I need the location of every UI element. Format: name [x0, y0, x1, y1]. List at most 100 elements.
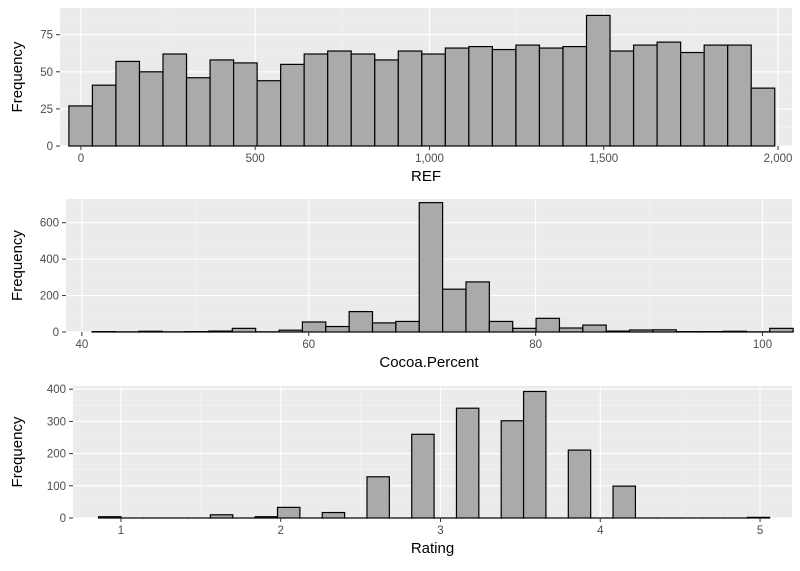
y-tick-label: 200: [40, 291, 59, 303]
histogram-bar: [680, 51, 705, 147]
y-axis-title: Frequency: [9, 41, 26, 112]
histogram-bar: [325, 325, 350, 333]
histogram-bar: [488, 320, 514, 333]
histogram-bar: [722, 330, 747, 333]
y-tick-label: 50: [40, 67, 53, 79]
histogram-bar: [301, 321, 327, 333]
y-tick-label: 200: [47, 449, 66, 461]
x-tick-label: 2: [278, 525, 284, 537]
x-tick-label: 80: [529, 339, 542, 351]
histogram-bar: [209, 59, 235, 147]
chart-panel-1: 0 500 1,000 1,500 2,000 0 25 50 75 REF Frequency: [9, 8, 792, 185]
histogram-bar: [612, 485, 637, 519]
x-axis-title: Cocoa.Percent: [379, 354, 479, 371]
histogram-bar: [327, 50, 352, 147]
histogram-bar: [278, 329, 304, 333]
histogram-bar: [371, 322, 397, 333]
y-tick-label: 400: [40, 254, 59, 266]
histogram-bar: [232, 62, 258, 147]
histogram-bar: [567, 449, 592, 519]
histogram-bar: [256, 80, 282, 147]
histogram-bar: [609, 50, 635, 147]
histogram-bar: [515, 44, 541, 147]
x-tick-label: 60: [302, 339, 315, 351]
histogram-bar: [91, 84, 117, 147]
histogram-bar: [115, 60, 141, 147]
histogram-bar: [209, 514, 234, 519]
histogram-bar: [162, 53, 188, 147]
x-tick-label: 1: [118, 525, 124, 537]
histogram-bar: [97, 516, 122, 519]
y-tick-label: 600: [40, 218, 59, 230]
histogram-bar: [500, 420, 525, 519]
histogram-bar: [348, 310, 374, 333]
histogram-bar: [522, 390, 547, 519]
histogram-bar: [703, 44, 729, 147]
histogram-bar: [276, 506, 301, 519]
histogram-bar: [632, 44, 658, 147]
histogram-bar: [605, 330, 631, 333]
histogram-bar: [303, 53, 329, 147]
histogram-bar: [395, 320, 420, 333]
histogram-bar: [455, 407, 480, 519]
x-tick-label: 100: [753, 339, 772, 351]
y-tick-label: 0: [53, 327, 59, 339]
x-tick-label: 1,500: [589, 153, 618, 165]
y-tick-label: 400: [47, 384, 66, 396]
histogram-bar: [68, 105, 94, 147]
histogram-bar: [374, 59, 399, 147]
x-tick-label: 500: [246, 153, 265, 165]
y-tick-label: 25: [40, 104, 53, 116]
y-tick-label: 75: [40, 30, 53, 42]
histogram-bar: [558, 327, 584, 333]
histogram-bar: [538, 47, 564, 147]
histogram-bar: [411, 433, 435, 519]
chart-panel-3: 1 2 3 4 5 0 100 200 300 400 Rating Frequency: [9, 384, 792, 557]
histogram-bar: [652, 329, 677, 333]
histogram-bar: [418, 202, 444, 333]
histogram-bar: [535, 317, 561, 333]
histogram-bar: [138, 330, 163, 333]
chart-panel-2: 40 60 80 100 0 200 400 600 Cocoa.Percent Frequenc…: [9, 199, 794, 371]
histogram-bar: [769, 327, 794, 333]
histogram-bar: [366, 476, 390, 519]
histogram-bar: [231, 327, 257, 333]
y-tick-label: 300: [47, 416, 66, 428]
histogram-bar: [280, 63, 305, 147]
histogram-bar: [750, 87, 776, 147]
histogram-bar: [185, 77, 211, 147]
histogram-bar: [727, 44, 752, 147]
histogram-bar: [582, 324, 607, 333]
histogram-bar: [138, 71, 164, 147]
histogram-bar: [208, 330, 233, 333]
histogram-bar: [656, 41, 682, 147]
x-tick-label: 1,000: [415, 153, 444, 165]
histogram-bar: [562, 45, 588, 147]
histogram-bar: [444, 47, 470, 147]
histogram-bar: [321, 511, 346, 519]
x-tick-label: 5: [757, 525, 763, 537]
x-tick-label: 3: [437, 525, 443, 537]
x-tick-label: 2,000: [764, 153, 793, 165]
y-tick-label: 0: [47, 141, 53, 153]
histogram-bar: [465, 281, 490, 333]
x-tick-label: 40: [75, 339, 88, 351]
x-tick-label: 4: [597, 525, 604, 537]
histogram-bar: [746, 516, 771, 519]
histogram-bar: [512, 327, 537, 333]
x-tick-label: 0: [78, 153, 84, 165]
histogram-bar: [585, 14, 611, 147]
histogram-bar: [628, 329, 654, 333]
y-tick-label: 100: [47, 481, 66, 493]
histogram-bar: [350, 53, 376, 147]
histogram-bar: [442, 288, 467, 333]
histogram-bar: [421, 53, 446, 147]
histogram-bar: [491, 48, 517, 147]
histogram-bar: [254, 516, 279, 519]
histogram-bar: [397, 50, 423, 147]
y-axis-title: Frequency: [9, 230, 26, 301]
y-tick-label: 0: [60, 513, 66, 525]
x-axis-title: REF: [411, 168, 441, 185]
y-axis-title: Frequency: [9, 416, 26, 487]
